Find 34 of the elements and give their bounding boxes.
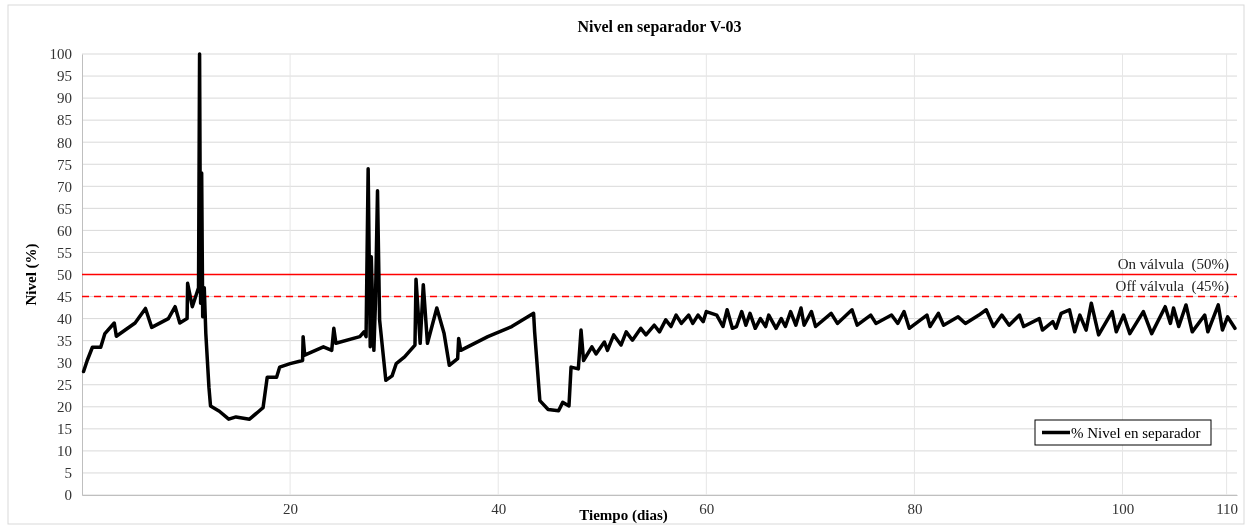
y-tick-label: 25 xyxy=(57,377,72,394)
y-tick-label: 15 xyxy=(57,421,72,438)
chart-title: Nivel en separador V-03 xyxy=(577,18,742,36)
y-tick-label: 80 xyxy=(57,134,72,151)
x-tick-label: 100 xyxy=(1111,500,1135,517)
y-tick-label: 40 xyxy=(57,310,72,327)
y-tick-label: 100 xyxy=(49,46,72,63)
y-tick-label: 0 xyxy=(64,487,72,504)
y-tick-label: 60 xyxy=(57,222,72,239)
ref-line-label: On válvula (50%) xyxy=(1117,255,1229,273)
x-tick-label: 20 xyxy=(283,500,299,517)
y-tick-label: 45 xyxy=(57,288,72,305)
y-tick-label: 85 xyxy=(57,112,72,129)
line-series xyxy=(81,52,1237,421)
y-tick-label: 65 xyxy=(57,200,72,217)
legend-label: % Nivel en separador xyxy=(1071,425,1201,441)
y-tick-label: 75 xyxy=(57,156,72,173)
y-tick-label: 30 xyxy=(57,355,72,371)
y-axis-title: Nivel (%) xyxy=(23,243,40,306)
y-tick-label: 55 xyxy=(57,244,72,261)
y-tick-label: 70 xyxy=(57,178,72,195)
ref-line-label: Off válvula (45%) xyxy=(1115,277,1229,295)
x-tick-label: 60 xyxy=(699,500,715,517)
y-tick-label: 10 xyxy=(57,443,72,460)
y-tick-label: 95 xyxy=(57,68,72,85)
x-tick-label: 40 xyxy=(491,500,507,517)
y-tick-label: 50 xyxy=(57,266,72,283)
y-tick-label: 35 xyxy=(57,332,72,349)
x-axis-title: Tiempo (dias) xyxy=(579,507,668,524)
y-tick-label: 20 xyxy=(57,399,72,416)
y-tick-label: 5 xyxy=(64,465,72,482)
y-tick-label: 90 xyxy=(57,90,72,107)
x-tick-label: 110 xyxy=(1216,500,1239,517)
x-tick-label: 80 xyxy=(907,500,923,517)
